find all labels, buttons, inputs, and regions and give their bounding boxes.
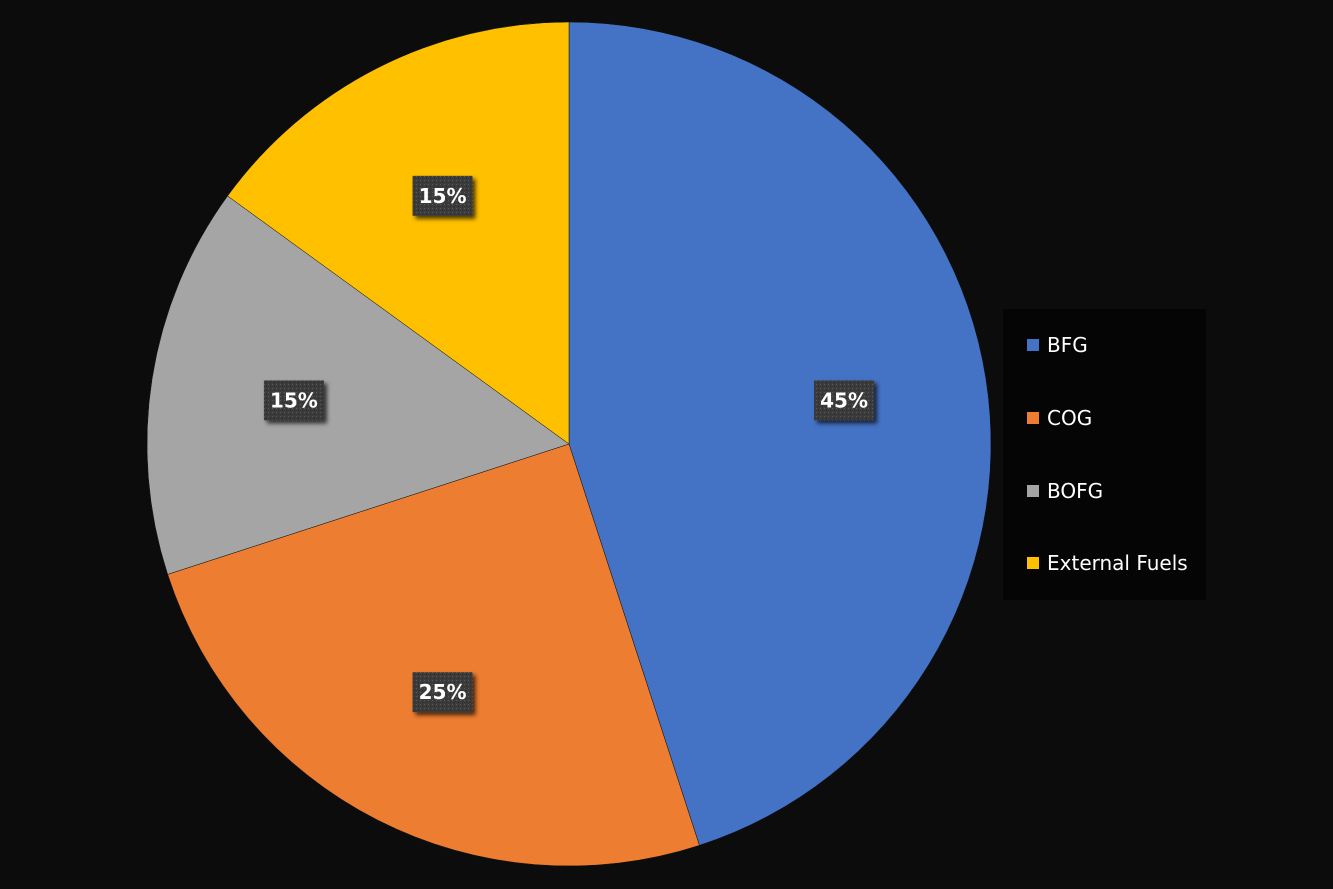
pie-slice-cog: [167, 443, 700, 867]
chart-legend: BFG COG BOFG External Fuels: [1003, 309, 1206, 600]
legend-item-bfg: BFG: [1027, 332, 1088, 358]
data-label-box-external-fuels: [412, 175, 473, 216]
data-label-box-bfg: [814, 380, 875, 421]
legend-label-cog: COG: [1047, 406, 1093, 430]
legend-swatch-bfg: [1027, 339, 1039, 351]
pie-data-labels: 45% 25% 15% 15%: [263, 175, 875, 713]
data-label-box-cog: [412, 672, 473, 713]
data-label-bfg: 45%: [820, 388, 868, 412]
legend-label-bfg: BFG: [1047, 333, 1088, 357]
legend-item-bofg: BOFG: [1027, 478, 1103, 504]
pie-slice-bofg: [146, 195, 570, 575]
pie-slice-external-fuels: [227, 21, 570, 445]
legend-swatch-cog: [1027, 412, 1039, 424]
legend-swatch-external-fuels: [1027, 557, 1039, 569]
pie-slices: [146, 21, 992, 867]
legend-item-external-fuels: External Fuels: [1027, 550, 1188, 576]
legend-label-external-fuels: External Fuels: [1047, 551, 1188, 575]
data-label-bofg: 15%: [270, 388, 318, 412]
legend-item-cog: COG: [1027, 405, 1092, 431]
pie-slice-bfg: [568, 21, 992, 846]
data-label-box-bofg: [263, 380, 324, 421]
data-label-cog: 25%: [419, 680, 467, 704]
legend-swatch-bofg: [1027, 485, 1039, 497]
legend-label-bofg: BOFG: [1047, 479, 1104, 503]
data-label-external-fuels: 15%: [419, 184, 467, 208]
